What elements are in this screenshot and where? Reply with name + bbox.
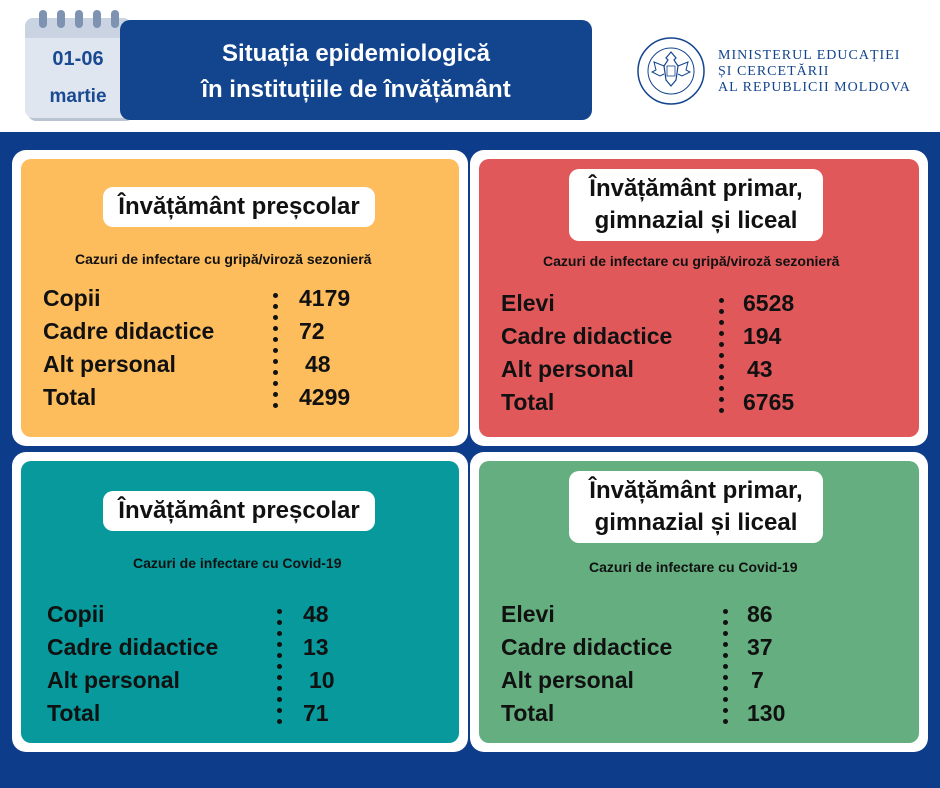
row-value: 10 [309,667,335,693]
card-title: Învățământ primar, gimnazial și liceal [569,169,823,241]
dot-separator [719,298,725,418]
card-title: Învățământ primar, gimnazial și liceal [569,471,823,543]
card-subtitle: Cazuri de infectare cu Covid-19 [133,555,342,571]
card-school-covid: Învățământ primar, gimnazial și liceal C… [470,452,928,752]
row-label: Alt personal [501,356,634,382]
card-subtitle: Cazuri de infectare cu gripă/viroză sezo… [543,253,840,269]
dot-separator [723,609,729,729]
title-line-2: în instituțiile de învățământ [201,76,511,103]
row-label: Cadre didactice [501,634,673,660]
card-body: Învățământ primar, gimnazial și liceal C… [479,461,919,743]
row-label: Total [43,384,97,410]
calendar-icon: 01-06 martie [25,10,131,118]
row-value: 43 [747,356,773,382]
title-line-1: Situația epidemiologică [221,40,491,67]
government-seal-icon [637,37,705,105]
row-value: 4179 [299,285,351,311]
row-value: 72 [299,318,325,344]
card-school-flu: Învățământ primar, gimnazial și liceal C… [470,150,928,446]
dot-separator [273,293,279,413]
row-value: 37 [747,634,773,660]
row-value: 130 [747,700,786,726]
header-bar: 01-06 martie Situația epidemiologică în … [0,0,940,132]
card-title-line-2: gimnazial și liceal [594,509,798,536]
row-value: 6528 [743,290,795,316]
card-body: Învățământ preșcolar Cazuri de infectare… [21,461,459,743]
page-title: Situația epidemiologică în instituțiile … [120,20,592,120]
card-body: Învățământ primar, gimnazial și liceal C… [479,159,919,437]
row-label: Copii [47,601,105,627]
calendar-rings [39,10,119,28]
row-label: Cadre didactice [501,323,673,349]
date-range: 01-06 [52,48,104,70]
row-value: 6765 [743,389,795,415]
row-label: Alt personal [501,667,634,693]
month: martie [49,86,107,107]
card-preschool-covid: Învățământ preșcolar Cazuri de infectare… [12,452,468,752]
row-label: Total [501,700,555,726]
row-value: 7 [751,667,764,693]
card-title: Învățământ preșcolar [103,187,375,227]
calendar-top [25,18,131,38]
row-value: 86 [747,601,773,627]
card-subtitle: Cazuri de infectare cu Covid-19 [589,559,798,575]
card-subtitle: Cazuri de infectare cu gripă/viroză sezo… [75,251,372,267]
row-label: Total [47,700,101,726]
row-value: 13 [303,634,329,660]
row-label: Cadre didactice [43,318,215,344]
card-body: Învățământ preșcolar Cazuri de infectare… [21,159,459,437]
ministry-name: MINISTERUL EDUCAȚIEI ȘI CERCETĂRII AL RE… [718,48,911,96]
ministry-line-1: MINISTERUL EDUCAȚIEI [718,48,901,63]
card-title-line-2: gimnazial și liceal [594,207,798,234]
ministry-line-2: ȘI CERCETĂRII [718,64,830,79]
card-title-line-1: Învățământ primar, [589,477,803,504]
row-label: Cadre didactice [47,634,219,660]
row-label: Alt personal [43,351,176,377]
card-preschool-flu: Învățământ preșcolar Cazuri de infectare… [12,150,468,446]
ministry-line-3: AL REPUBLICII MOLDOVA [718,80,911,95]
row-label: Copii [43,285,101,311]
row-value: 48 [305,351,331,377]
card-title: Învățământ preșcolar [103,491,375,531]
dot-separator [277,609,283,729]
row-label: Alt personal [47,667,180,693]
row-value: 71 [303,700,329,726]
row-label: Elevi [501,290,555,316]
card-title-line-1: Învățământ primar, [589,175,803,202]
row-value: 4299 [299,384,351,410]
row-value: 194 [743,323,782,349]
row-label: Total [501,389,555,415]
row-value: 48 [303,601,329,627]
row-label: Elevi [501,601,555,627]
